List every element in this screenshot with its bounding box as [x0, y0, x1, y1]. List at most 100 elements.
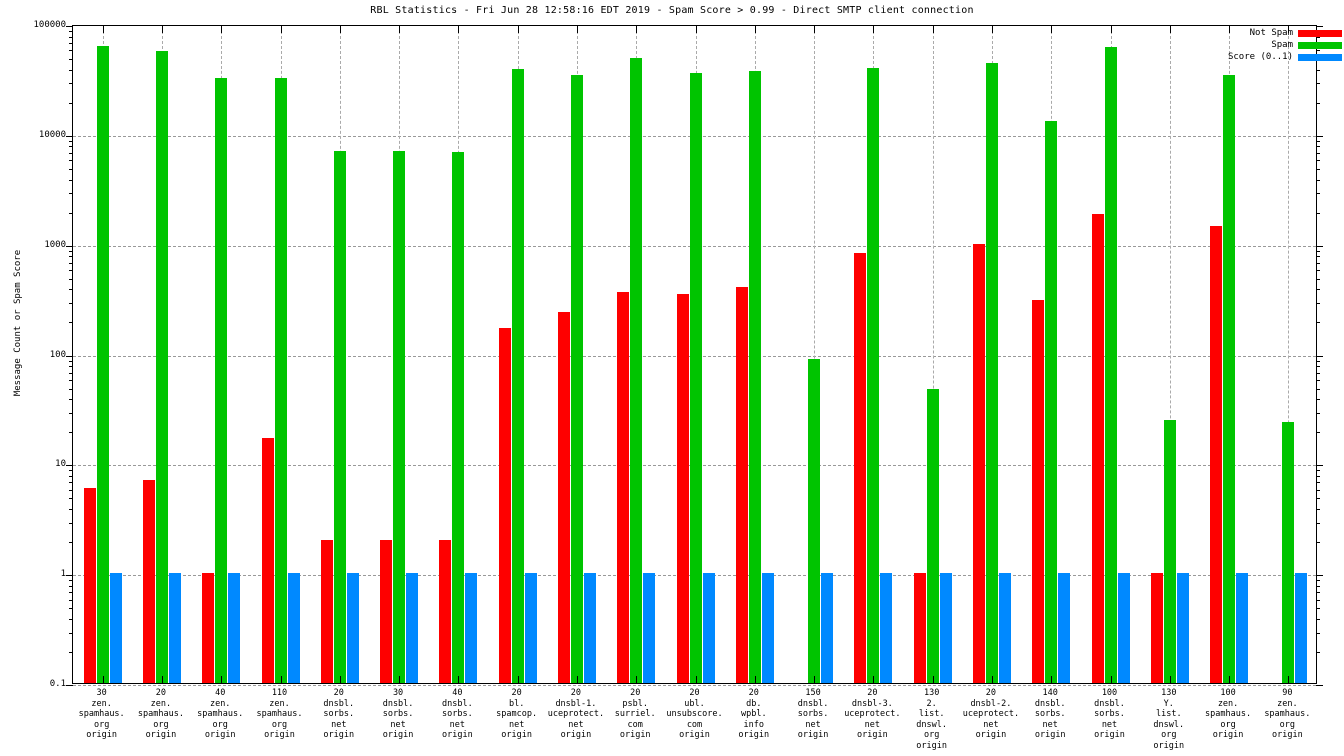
y-axis-minor-tick	[69, 250, 73, 252]
x-axis-tick	[280, 676, 282, 683]
y-axis-minor-tick	[1316, 152, 1320, 154]
y-axis-minor-tick	[1316, 360, 1320, 362]
y-axis-minor-tick	[69, 366, 73, 368]
x-axis-tick	[1288, 676, 1290, 683]
bar-not-spam	[1091, 214, 1104, 683]
bar-spam	[1223, 75, 1236, 683]
legend-label: Not Spam	[1249, 28, 1293, 38]
x-axis-tick	[221, 676, 223, 683]
x-axis-tick-label: 130 2. list. dnswl. org origin	[916, 688, 947, 751]
bar-group	[202, 26, 241, 683]
y-axis-minor-tick	[1316, 542, 1320, 544]
y-axis-minor-tick	[1316, 432, 1320, 434]
y-axis-minor-tick	[69, 522, 73, 524]
y-axis-label: Message Count or Spam Score	[13, 249, 23, 397]
y-axis-tick	[66, 465, 73, 467]
y-axis-minor-tick	[69, 212, 73, 214]
y-axis-tick	[1316, 685, 1323, 686]
bar-spam	[985, 63, 998, 683]
y-axis-tick	[1316, 26, 1323, 27]
y-axis-minor-tick	[1316, 146, 1320, 148]
y-axis-minor-tick	[1316, 592, 1320, 594]
y-axis-minor-tick	[1316, 322, 1320, 324]
y-axis-minor-tick	[69, 140, 73, 142]
bar-spam	[1104, 46, 1117, 683]
x-axis-tick	[1288, 26, 1290, 33]
bar-score	[583, 573, 596, 683]
y-axis-minor-tick	[69, 489, 73, 491]
y-axis-minor-tick	[69, 585, 73, 587]
bar-spam	[215, 78, 228, 683]
x-axis-tick	[695, 676, 697, 683]
y-axis-tick	[1316, 135, 1323, 137]
x-axis-tick-label: 90 zen. spamhaus. org origin	[1264, 688, 1311, 740]
x-axis-tick-label: 40 zen. spamhaus. org origin	[197, 688, 244, 740]
y-axis-minor-tick	[69, 470, 73, 472]
bar-spam	[1163, 419, 1176, 683]
x-axis-tick	[339, 676, 341, 683]
bar-spam	[867, 67, 880, 683]
y-axis-minor-tick	[1316, 482, 1320, 484]
y-axis-minor-tick	[69, 179, 73, 181]
y-axis-minor-tick	[69, 36, 73, 38]
x-axis-tick-label: 20 dnsbl-1. uceprotect. net origin	[547, 688, 605, 740]
y-axis-minor-tick	[1316, 509, 1320, 511]
x-axis-tick	[754, 26, 756, 33]
x-axis-tick-label: 110 zen. spamhaus. org origin	[256, 688, 303, 740]
y-axis-minor-tick	[69, 412, 73, 414]
y-axis-minor-tick	[69, 43, 73, 44]
x-axis-tick	[458, 676, 460, 683]
y-axis-tick	[66, 575, 73, 577]
bar-score	[524, 573, 537, 683]
chart-legend: Not Spam Spam Score (0..1)	[1192, 27, 1342, 63]
plot-area	[66, 25, 1323, 686]
y-axis-minor-tick	[69, 50, 73, 52]
x-axis-tick	[458, 26, 460, 33]
bar-spam	[808, 358, 821, 683]
bar-score	[1236, 573, 1249, 683]
y-axis-tick	[66, 685, 73, 686]
chart-title: RBL Statistics - Fri Jun 28 12:58:16 EDT…	[370, 5, 974, 16]
x-axis-tick	[576, 26, 578, 33]
x-axis-tick	[695, 26, 697, 33]
x-axis-tick	[399, 676, 401, 683]
x-axis-tick	[339, 26, 341, 33]
x-axis-tick-label: 20 psbl. surriel. com origin	[614, 688, 656, 740]
x-axis-tick-label: 150 dnsbl. sorbs. net origin	[797, 688, 829, 740]
y-axis-minor-tick	[69, 592, 73, 594]
y-axis-minor-tick	[1316, 102, 1320, 104]
bar-score	[346, 573, 359, 683]
bar-score	[109, 573, 122, 683]
bar-group	[261, 26, 300, 683]
x-axis-tick-label: 100 zen. spamhaus. org origin	[1205, 688, 1252, 740]
x-axis-tick	[873, 26, 875, 33]
y-axis-tick-label: 10	[55, 459, 66, 470]
bar-score	[998, 573, 1011, 683]
legend-color-swatch	[1298, 41, 1342, 49]
bar-group	[498, 26, 537, 683]
y-axis-minor-tick	[1316, 160, 1320, 162]
x-axis-tick-label: 100 dnsbl. sorbs. net origin	[1094, 688, 1125, 740]
x-axis-tick	[1051, 676, 1053, 683]
y-axis-minor-tick	[1316, 651, 1320, 653]
bar-spam	[748, 71, 761, 683]
legend-entry: Not Spam	[1192, 27, 1342, 39]
bar-score	[821, 573, 834, 683]
x-axis-tick-label: 40 dnsbl. sorbs. net origin	[441, 688, 473, 740]
x-axis-tick	[932, 676, 934, 683]
x-axis-tick	[1229, 26, 1231, 33]
bar-group	[795, 26, 834, 683]
y-axis-minor-tick	[1316, 489, 1320, 491]
y-axis-tick	[1316, 245, 1323, 247]
bar-score	[287, 573, 300, 683]
y-axis-minor-tick	[69, 599, 73, 601]
bar-not-spam	[1032, 299, 1045, 683]
y-axis-minor-tick	[69, 146, 73, 148]
bar-score	[939, 573, 952, 683]
bar-spam	[452, 151, 465, 683]
x-axis-tick	[636, 26, 638, 33]
y-axis-minor-tick	[69, 509, 73, 511]
x-axis-tick-label: 20 dnsbl. sorbs. net origin	[323, 688, 355, 740]
y-axis-minor-tick	[69, 152, 73, 154]
x-axis-tick	[221, 26, 223, 33]
